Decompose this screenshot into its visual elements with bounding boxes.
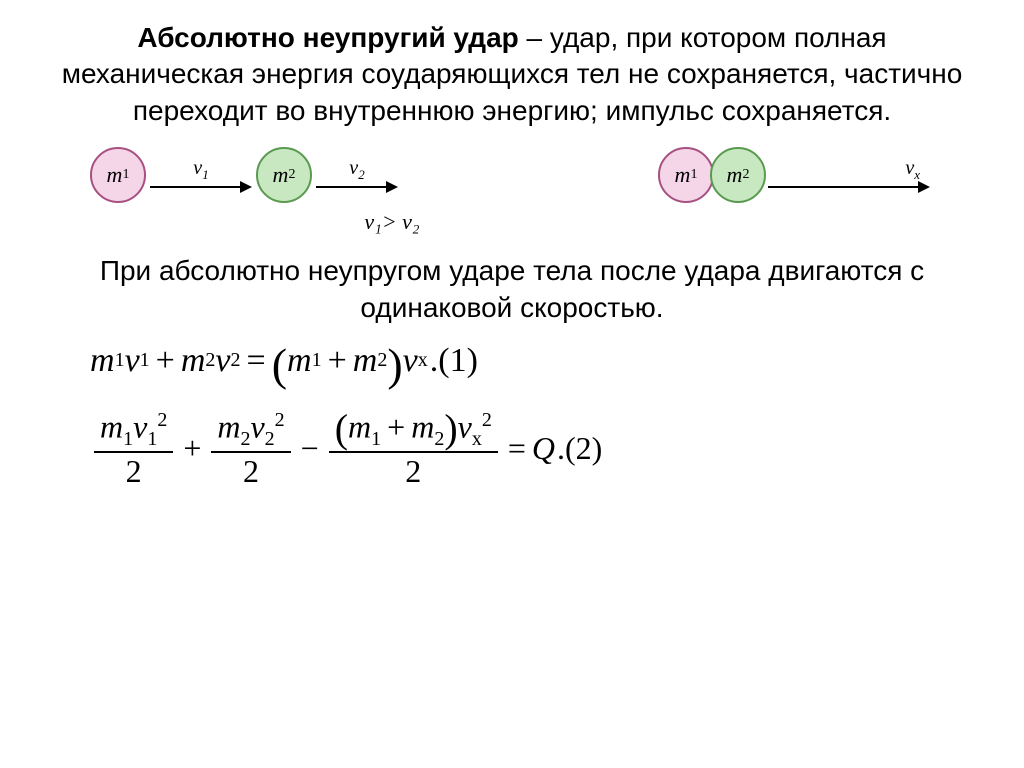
velocity-condition: v₁> v₂ — [0, 209, 964, 235]
scene-before: m1 v1 m2 v2 — [90, 147, 402, 203]
arrow-v1-line — [150, 186, 240, 188]
ball-m1-after: m1 — [658, 147, 714, 203]
arrow-v2: v2 — [316, 157, 398, 193]
ball-m2-before: m2 — [256, 147, 312, 203]
scene-after: m1 m2 vx — [658, 147, 934, 203]
arrow-vx-line — [768, 186, 918, 188]
arrow-v2-line — [316, 186, 386, 188]
equation-energy: m1v12 2 + m2v22 2 − (m1+m2)vx2 2 = Q.(2) — [90, 408, 602, 489]
collision-diagram: m1 v1 m2 v2 m1 m2 vx — [60, 147, 964, 203]
term: Абсолютно неупругий удар — [137, 22, 518, 53]
page-container: Абсолютно неупругий удар – удар, при кот… — [0, 0, 1024, 517]
arrow-v1: v1 — [150, 157, 252, 193]
ball-m2-after: m2 — [710, 147, 766, 203]
ball-m1-before: m1 — [90, 147, 146, 203]
definition-text: Абсолютно неупругий удар – удар, при кот… — [60, 20, 964, 129]
explanation-text: При абсолютно неупругом ударе тела после… — [60, 253, 964, 326]
equation-momentum: m1v1 + m2v2 = (m1+m2)vx .(1) — [90, 342, 478, 380]
arrow-vx: vx — [768, 157, 930, 193]
